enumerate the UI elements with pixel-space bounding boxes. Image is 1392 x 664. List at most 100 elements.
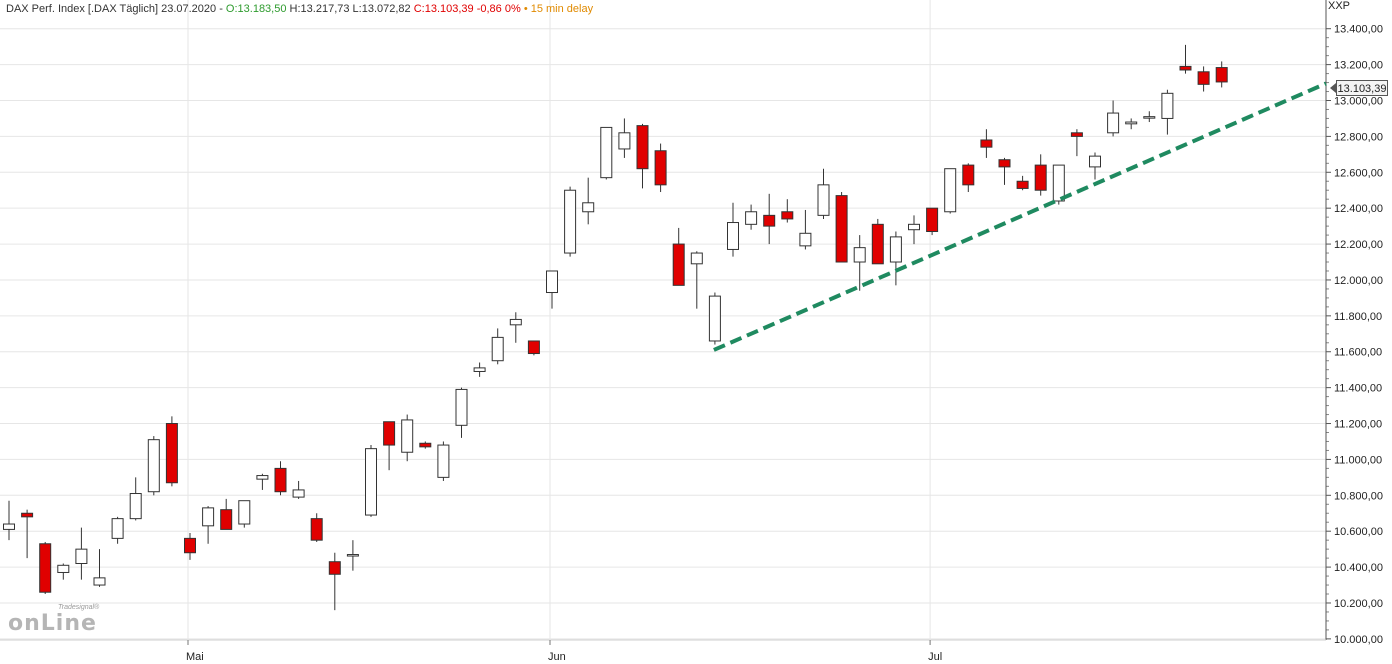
candle-body (600, 126, 613, 179)
close-value: C:13.103,39 -0,86 0% (413, 3, 521, 15)
y-tick-label: 13.400,00 (1334, 24, 1383, 36)
candle-body (1052, 164, 1065, 202)
candle-body (1016, 180, 1029, 189)
candle-body (564, 189, 577, 254)
y-tick-label: 10.000,00 (1334, 634, 1383, 646)
y-tick-label: 12.400,00 (1334, 203, 1383, 215)
y-tick-label: 10.800,00 (1334, 490, 1383, 502)
candle-body (383, 421, 396, 446)
candle-body (165, 423, 178, 484)
candle-body (636, 125, 649, 170)
candle-body (419, 442, 432, 448)
symbol-label: XXP (1328, 0, 1351, 12)
candle-body (1089, 155, 1101, 168)
open-value: O:13.183,50 (225, 3, 287, 15)
candle-body (346, 554, 359, 557)
candle-body (1161, 92, 1174, 119)
logo-small-text: Tradesignal® (58, 604, 100, 611)
y-tick-label: 12.800,00 (1334, 131, 1383, 143)
candle-body (365, 448, 377, 516)
x-tick-label: Jul (928, 651, 942, 663)
candle-body (57, 564, 70, 573)
candle-body (926, 207, 939, 233)
candle-body (1034, 164, 1047, 191)
y-tick-label: 12.600,00 (1334, 167, 1383, 179)
x-tick-label: Mai (186, 651, 204, 663)
candle-body (147, 439, 160, 493)
candle-body (781, 211, 794, 220)
candle-body (401, 419, 414, 453)
candle-body (745, 211, 758, 225)
support-trendline (713, 81, 1327, 352)
candle-body (1070, 132, 1083, 137)
high-low-values: H:13.217,73 L:13.072,82 (289, 3, 411, 15)
candle-body (491, 336, 504, 362)
candle-body (437, 444, 450, 478)
y-tick-label: 10.200,00 (1334, 598, 1383, 610)
candle-body (202, 507, 215, 527)
candle-body (708, 295, 721, 342)
candle-body (256, 475, 269, 480)
candle-body (184, 537, 196, 554)
candle-body (310, 518, 323, 541)
candle-body (1197, 71, 1210, 85)
candle-body (980, 139, 993, 148)
y-tick-label: 10.600,00 (1334, 526, 1383, 538)
candle-body (274, 467, 287, 493)
candle-body (618, 132, 631, 150)
y-tick-label: 11.200,00 (1334, 419, 1382, 431)
candle-body (509, 318, 522, 326)
candle-body (527, 340, 540, 355)
candle-body (238, 500, 251, 525)
y-tick-label: 11.400,00 (1334, 383, 1382, 395)
candle-body (328, 561, 341, 575)
candle-body (129, 493, 142, 520)
candle-body (763, 214, 776, 227)
candle-body (1179, 65, 1192, 71)
candle-body (835, 195, 848, 263)
y-tick-label: 13.000,00 (1334, 95, 1383, 107)
candle-body (998, 159, 1011, 168)
candle-body (889, 236, 902, 263)
y-tick-label: 10.400,00 (1334, 562, 1383, 574)
candle-body (1215, 67, 1228, 83)
logo-big-text: onLine (8, 611, 97, 636)
candle-body (292, 489, 305, 498)
candle-body (582, 202, 595, 213)
candle-body (1143, 116, 1156, 119)
last-price-tag: 13.103,39 (1330, 80, 1388, 96)
candle-body (654, 150, 667, 186)
candle-body (546, 270, 558, 294)
candle-body (799, 232, 812, 247)
chart-header: DAX Perf. Index [.DAX Täglich] 23.07.202… (6, 3, 593, 15)
delay-note: • 15 min delay (523, 3, 594, 15)
candle-body (817, 184, 830, 216)
candle-body (220, 509, 233, 530)
y-tick-label: 13.200,00 (1334, 60, 1383, 72)
candle-body (455, 388, 468, 426)
x-tick-label: Jun (548, 651, 566, 663)
candle-body (871, 223, 884, 265)
candle-body (39, 543, 52, 593)
y-tick-label: 11.000,00 (1334, 454, 1382, 466)
candle-body (3, 523, 15, 530)
candle-body (21, 512, 34, 518)
candle-body (908, 223, 920, 231)
candle-body (111, 518, 124, 539)
tradesignal-logo: Tradesignal® onLine (8, 604, 108, 636)
candle-body (75, 548, 88, 565)
candle-body (690, 252, 703, 265)
instrument-label: DAX Perf. Index [.DAX Täglich] 23.07.202… (6, 3, 223, 15)
candle-body (853, 247, 866, 263)
candle-body (944, 168, 957, 213)
candle-body (672, 243, 685, 286)
y-tick-label: 11.800,00 (1334, 311, 1382, 323)
candle-body (1125, 121, 1138, 125)
y-tick-label: 11.600,00 (1334, 347, 1382, 359)
y-tick-label: 12.000,00 (1334, 275, 1383, 287)
y-tick-label: 12.200,00 (1334, 239, 1383, 251)
candle-body (727, 222, 739, 250)
candle-body (962, 164, 975, 186)
